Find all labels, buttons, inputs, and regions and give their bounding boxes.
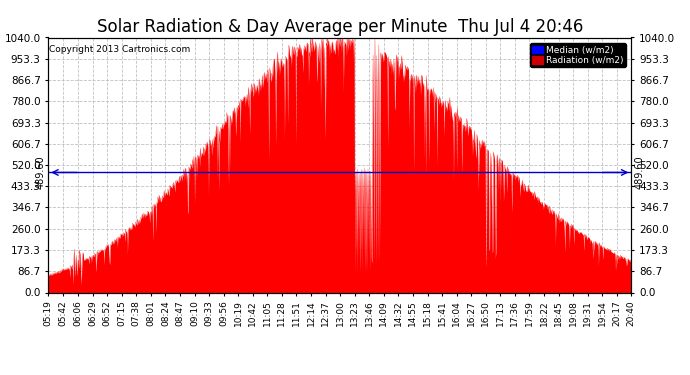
Text: 489.60: 489.60	[35, 156, 46, 189]
Text: Copyright 2013 Cartronics.com: Copyright 2013 Cartronics.com	[49, 45, 190, 54]
Legend: Median (w/m2), Radiation (w/m2): Median (w/m2), Radiation (w/m2)	[530, 43, 626, 67]
Text: 489.60: 489.60	[634, 156, 644, 189]
Title: Solar Radiation & Day Average per Minute  Thu Jul 4 20:46: Solar Radiation & Day Average per Minute…	[97, 18, 583, 36]
